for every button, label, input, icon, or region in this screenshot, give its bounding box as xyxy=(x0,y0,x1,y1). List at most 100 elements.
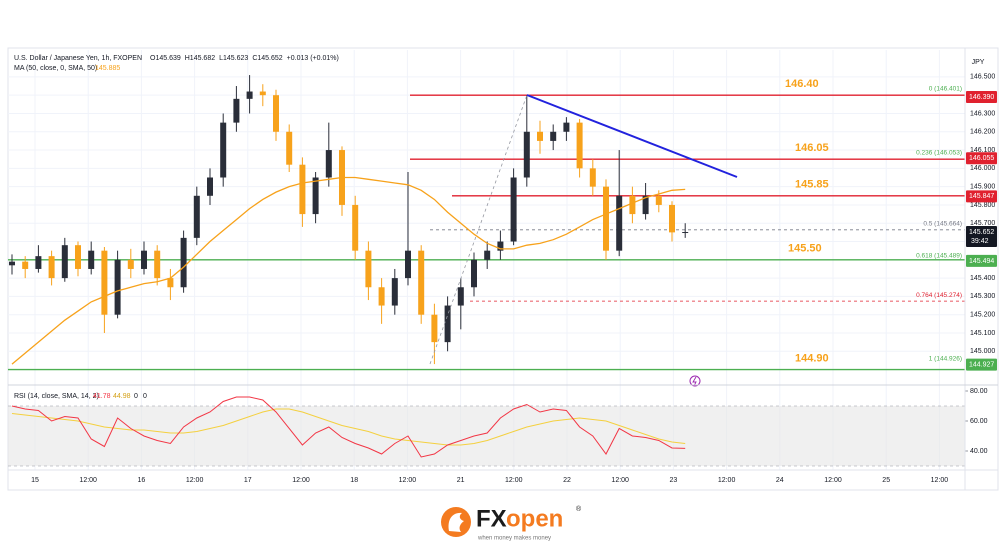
price-badge-label: 144.927 xyxy=(969,361,994,368)
candle-body xyxy=(603,186,609,251)
candle-body xyxy=(127,259,134,269)
x-tick-label: 17 xyxy=(244,477,252,484)
ma-line xyxy=(11,176,686,365)
currency: JPY xyxy=(972,59,985,66)
logo: FX open ® when money makes money xyxy=(441,505,582,542)
candle-body xyxy=(88,250,95,269)
candle-body xyxy=(642,195,649,215)
y-tick-label: 145.800 xyxy=(970,202,995,209)
x-tick-label: 12:00 xyxy=(505,477,523,484)
x-tick-label: 21 xyxy=(457,477,465,484)
candle-body xyxy=(246,91,253,99)
rsi-extra: 0 xyxy=(134,393,138,400)
candle-body xyxy=(550,131,557,141)
fib-label: 0.5 (145.664) xyxy=(923,221,962,228)
fib-label: 0 (146.401) xyxy=(929,86,962,93)
ohlc-readout: L145.623 xyxy=(219,55,248,62)
trendline xyxy=(526,94,738,178)
candle-body xyxy=(365,250,372,288)
candle-body xyxy=(312,177,319,215)
candle-body xyxy=(286,131,293,165)
fib-label: 0.618 (145.489) xyxy=(916,253,962,260)
candle-body xyxy=(180,237,187,288)
candle-body xyxy=(682,232,689,234)
y-tick-label: 146.300 xyxy=(970,110,995,117)
candle-body xyxy=(9,261,15,266)
brand: open xyxy=(506,505,563,532)
y-tick-label: 145.200 xyxy=(970,312,995,319)
fib-label: 0.236 (146.053) xyxy=(916,149,962,156)
price-badge xyxy=(966,254,997,267)
price-badge xyxy=(966,226,997,248)
x-tick-label: 18 xyxy=(350,477,358,484)
rsi-extra: 0 xyxy=(143,393,147,400)
candle-body xyxy=(35,256,42,269)
candle-body xyxy=(431,314,438,343)
candle-body xyxy=(259,91,266,96)
x-tick-label: 12:00 xyxy=(186,477,204,484)
candle-body xyxy=(563,122,570,132)
candle-body xyxy=(378,287,385,306)
candle-body xyxy=(537,131,543,141)
event-icon xyxy=(689,375,701,387)
y-tick-label: 145.300 xyxy=(970,293,995,300)
candle-body xyxy=(154,250,161,279)
level-label: 146.40 xyxy=(785,78,819,90)
plot xyxy=(8,75,965,458)
rsi-band xyxy=(8,405,965,466)
x-tick-label: 25 xyxy=(882,477,890,484)
rsi-tick-label: 60.00 xyxy=(970,418,988,425)
x-tick-label: 15 xyxy=(31,477,39,484)
price-badge xyxy=(966,152,997,165)
candle-body xyxy=(325,150,332,178)
y-tick-label: 146.200 xyxy=(970,129,995,136)
x-tick-label: 12:00 xyxy=(292,477,310,484)
level-label: 146.05 xyxy=(795,142,829,154)
x-tick-label: 12:00 xyxy=(399,477,417,484)
y-tick-label: 145.900 xyxy=(970,183,995,190)
frame xyxy=(7,47,999,491)
fib-label: 1 (144.926) xyxy=(929,356,962,363)
price-badge-label: 146.390 xyxy=(969,94,994,101)
candle-body xyxy=(299,164,306,215)
price-badge xyxy=(966,91,997,104)
candle-body xyxy=(233,98,240,123)
event-icon xyxy=(692,376,697,387)
candle-body xyxy=(114,259,121,315)
ohlc-readout: O145.639 xyxy=(150,55,181,62)
y-tick-label: 146.500 xyxy=(970,74,995,81)
ohlc-readout: +0.013 (+0.01%) xyxy=(287,55,339,62)
fib-label: 0.764 (145.274) xyxy=(916,292,962,299)
y-tick-label: 146.100 xyxy=(970,147,995,154)
candle-body xyxy=(405,250,411,279)
readout: O145.639 H145.682 L145.623 C145.652 +0.013 (… xyxy=(150,55,339,62)
candle-body xyxy=(207,177,213,196)
candle-body xyxy=(655,195,662,205)
candle-body xyxy=(48,256,55,279)
candle-body xyxy=(576,122,583,169)
x-tick-label: 12:00 xyxy=(79,477,97,484)
price-badge xyxy=(966,358,997,371)
candle-body xyxy=(22,261,29,269)
candle-body xyxy=(510,177,517,242)
rsi-tick-label: 40.00 xyxy=(970,448,988,455)
x-tick-label: 12:00 xyxy=(931,477,949,484)
candle-body xyxy=(444,305,451,343)
x-tick-label: 12:00 xyxy=(718,477,736,484)
candle-body xyxy=(418,250,425,315)
y-tick-label: 145.700 xyxy=(970,220,995,227)
ma-name: MA (50, close, 0, SMA, 50) xyxy=(14,65,97,72)
price-badge-label: 145.494 xyxy=(969,258,994,265)
rsi-line xyxy=(11,396,686,458)
tagline: when money makes money xyxy=(477,536,551,542)
candle-body xyxy=(629,195,636,215)
rsi-tick-label: 80.00 xyxy=(970,388,988,395)
y-tick-label: 145.100 xyxy=(970,330,995,337)
ma-value: 145.885 xyxy=(95,65,120,72)
ohlc-readout: H145.682 xyxy=(185,55,215,62)
candle-body xyxy=(141,250,147,269)
candle-body xyxy=(61,245,68,279)
candle-body xyxy=(352,204,359,251)
candle-body xyxy=(589,168,596,187)
